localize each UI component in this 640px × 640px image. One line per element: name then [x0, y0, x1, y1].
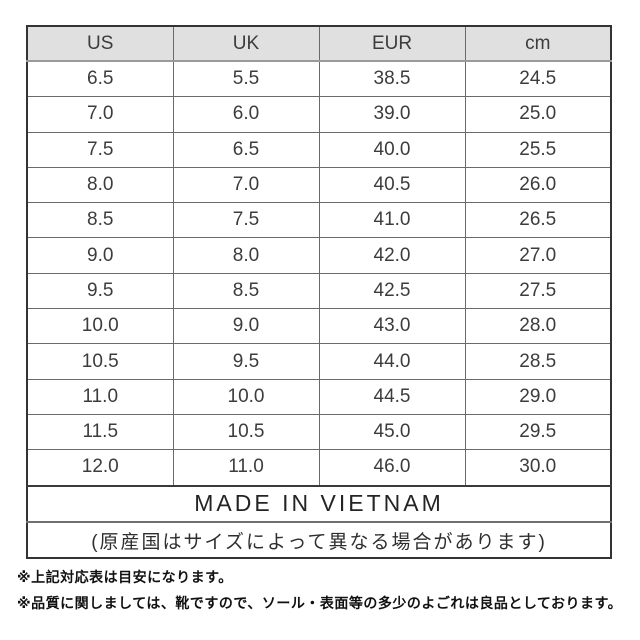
- size-cell: 44.5: [318, 378, 466, 415]
- size-cell: 39.0: [318, 96, 466, 133]
- table-row: 9.0 8.0 42.0 27.0: [26, 237, 612, 274]
- size-cell: 46.0: [318, 449, 466, 487]
- table-row: 6.5 5.5 38.5 24.5: [26, 60, 612, 98]
- size-cell: 7.0: [172, 166, 320, 204]
- table-row: 7.5 6.5 40.0 25.5: [26, 131, 612, 168]
- size-cell: 25.0: [464, 96, 612, 133]
- table-row: 7.0 6.0 39.0 25.0: [26, 96, 612, 133]
- size-cell: 5.5: [172, 60, 320, 98]
- size-cell: 8.5: [26, 202, 174, 239]
- size-cell: 26.0: [464, 166, 612, 204]
- size-cell: 26.5: [464, 202, 612, 239]
- column-header-us: US: [26, 25, 174, 62]
- table-row: 8.0 7.0 40.5 26.0: [26, 166, 612, 204]
- size-cell: 8.0: [172, 237, 320, 274]
- size-cell: 41.0: [318, 202, 466, 239]
- size-cell: 28.5: [464, 343, 612, 380]
- size-cell: 27.5: [464, 272, 612, 310]
- size-cell: 24.5: [464, 60, 612, 98]
- size-cell: 29.5: [464, 413, 612, 451]
- table-row: 9.5 8.5 42.5 27.5: [26, 272, 612, 310]
- size-cell: 8.5: [172, 272, 320, 310]
- origin-row: MADE IN VIETNAM: [26, 484, 612, 523]
- table-row: 10.5 9.5 44.0 28.5: [26, 343, 612, 380]
- size-cell: 8.0: [26, 166, 174, 204]
- table-row: 12.0 11.0 46.0 30.0: [26, 449, 612, 487]
- size-cell: 40.5: [318, 166, 466, 204]
- size-cell: 7.0: [26, 96, 174, 133]
- size-cell: 9.5: [26, 272, 174, 310]
- origin-note: (原産国はサイズによって異なる場合があります): [26, 520, 612, 559]
- table-row: 8.5 7.5 41.0 26.5: [26, 202, 612, 239]
- size-cell: 43.0: [318, 308, 466, 345]
- size-cell: 44.0: [318, 343, 466, 380]
- size-cell: 11.0: [26, 378, 174, 415]
- size-cell: 7.5: [26, 131, 174, 168]
- size-cell: 11.0: [172, 449, 320, 487]
- size-cell: 30.0: [464, 449, 612, 487]
- origin-label: MADE IN VIETNAM: [26, 484, 612, 523]
- size-cell: 9.0: [26, 237, 174, 274]
- table-row: 11.0 10.0 44.5 29.0: [26, 378, 612, 415]
- size-cell: 45.0: [318, 413, 466, 451]
- origin-note-row: (原産国はサイズによって異なる場合があります): [26, 520, 612, 559]
- size-cell: 6.5: [26, 60, 174, 98]
- size-cell: 6.5: [172, 131, 320, 168]
- note-line: ※品質に関しましては、靴ですので、ソール・表面等の多少のよごれは良品としておりま…: [17, 595, 623, 611]
- size-cell: 12.0: [26, 449, 174, 487]
- size-cell: 9.0: [172, 308, 320, 345]
- size-cell: 9.5: [172, 343, 320, 380]
- size-cell: 38.5: [318, 60, 466, 98]
- size-cell: 11.5: [26, 413, 174, 451]
- size-cell: 10.0: [172, 378, 320, 415]
- size-cell: 10.5: [172, 413, 320, 451]
- size-cell: 6.0: [172, 96, 320, 133]
- size-cell: 40.0: [318, 131, 466, 168]
- column-header-eur: EUR: [318, 25, 466, 62]
- size-cell: 27.0: [464, 237, 612, 274]
- column-header-uk: UK: [172, 25, 320, 62]
- table-row: 10.0 9.0 43.0 28.0: [26, 308, 612, 345]
- header-row: US UK EUR cm: [26, 25, 612, 62]
- size-cell: 10.0: [26, 308, 174, 345]
- note-line: ※上記対応表は目安になります。: [17, 569, 233, 585]
- column-header-cm: cm: [464, 25, 612, 62]
- size-cell: 25.5: [464, 131, 612, 168]
- size-cell: 42.5: [318, 272, 466, 310]
- table-row: 11.5 10.5 45.0 29.5: [26, 413, 612, 451]
- size-cell: 28.0: [464, 308, 612, 345]
- size-cell: 10.5: [26, 343, 174, 380]
- size-cell: 42.0: [318, 237, 466, 274]
- size-cell: 7.5: [172, 202, 320, 239]
- size-conversion-table: US UK EUR cm 6.5 5.5 38.5 24.5 7.0 6.0 3…: [26, 25, 612, 560]
- footnotes: ※上記対応表は目安になります。 ※品質に関しましては、靴ですので、ソール・表面等…: [17, 570, 622, 622]
- size-cell: 29.0: [464, 378, 612, 415]
